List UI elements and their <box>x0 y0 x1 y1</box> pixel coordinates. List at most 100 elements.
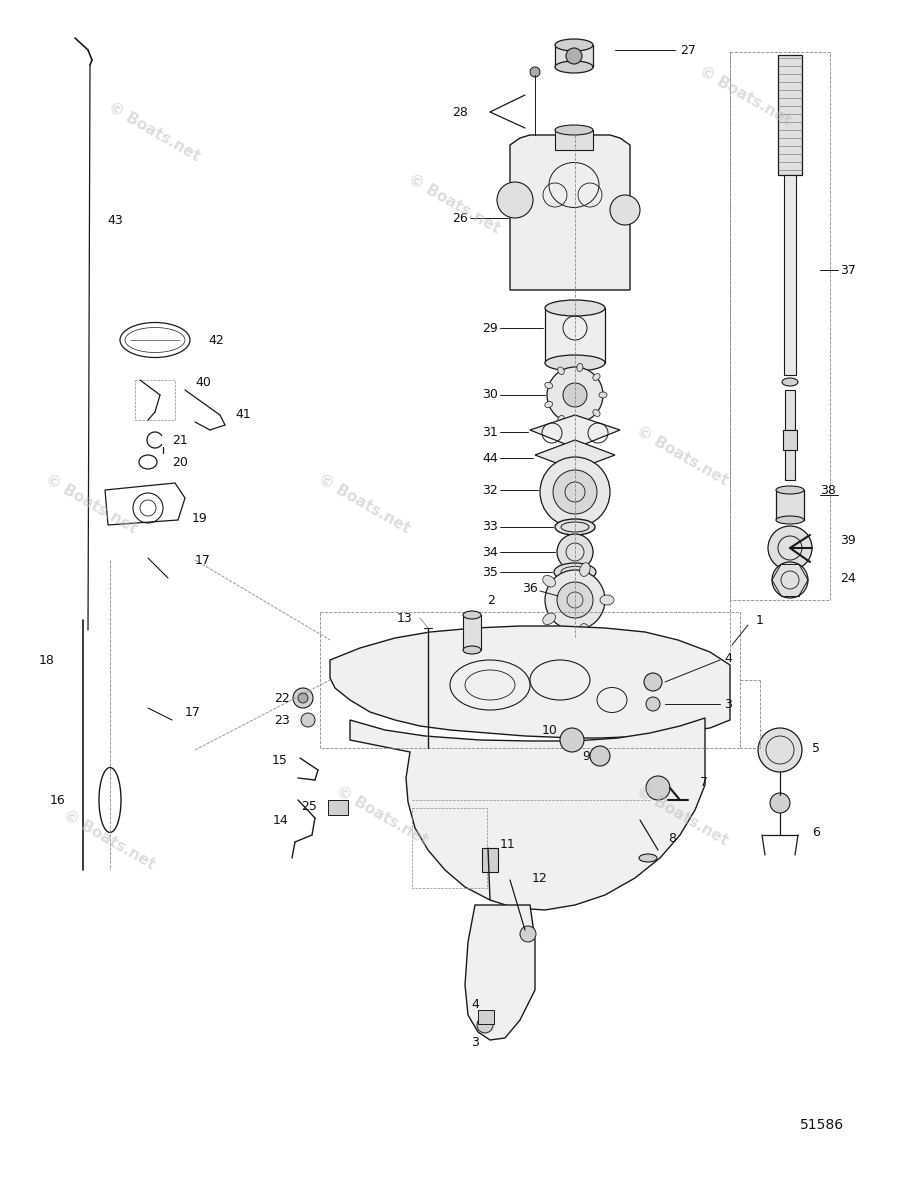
Circle shape <box>547 367 603 422</box>
Ellipse shape <box>544 383 553 389</box>
Circle shape <box>770 793 790 814</box>
Text: 31: 31 <box>483 426 498 438</box>
Bar <box>478 1010 494 1024</box>
Text: © Boats.net: © Boats.net <box>697 64 794 128</box>
Circle shape <box>497 182 533 218</box>
Text: 43: 43 <box>107 214 123 227</box>
Ellipse shape <box>545 355 605 371</box>
Ellipse shape <box>555 518 595 535</box>
Bar <box>412 808 487 888</box>
Ellipse shape <box>558 415 564 424</box>
Polygon shape <box>330 626 730 738</box>
Bar <box>555 130 593 150</box>
Text: 9: 9 <box>582 750 590 762</box>
Ellipse shape <box>577 364 583 371</box>
Text: 27: 27 <box>680 43 696 56</box>
Text: 17: 17 <box>195 553 211 566</box>
Ellipse shape <box>555 125 593 134</box>
Text: 35: 35 <box>482 565 498 578</box>
Bar <box>776 490 804 520</box>
Ellipse shape <box>599 392 607 398</box>
Text: 42: 42 <box>208 334 224 347</box>
Bar <box>785 390 795 430</box>
Text: 3: 3 <box>471 1036 479 1049</box>
Ellipse shape <box>463 646 481 654</box>
Circle shape <box>540 457 610 527</box>
Bar <box>783 430 797 450</box>
Circle shape <box>553 470 597 514</box>
Text: 16: 16 <box>49 793 65 806</box>
Polygon shape <box>535 440 615 470</box>
Circle shape <box>768 526 812 570</box>
Circle shape <box>477 1018 493 1033</box>
Bar <box>545 308 605 362</box>
Text: 4: 4 <box>471 998 479 1012</box>
Text: 24: 24 <box>840 571 855 584</box>
Text: 34: 34 <box>483 546 498 558</box>
Circle shape <box>298 692 308 703</box>
Text: 37: 37 <box>840 264 856 276</box>
Bar <box>555 44 593 67</box>
Ellipse shape <box>463 611 481 619</box>
Text: 10: 10 <box>542 724 558 737</box>
Text: 11: 11 <box>500 838 515 851</box>
Ellipse shape <box>555 38 593 50</box>
Ellipse shape <box>577 419 583 426</box>
Text: 23: 23 <box>275 714 290 726</box>
Ellipse shape <box>543 576 555 587</box>
Bar <box>482 848 498 872</box>
Text: 28: 28 <box>452 106 468 119</box>
Circle shape <box>758 728 802 772</box>
Circle shape <box>530 67 540 77</box>
Circle shape <box>560 728 584 752</box>
Text: 7: 7 <box>700 775 708 788</box>
Polygon shape <box>465 905 535 1040</box>
Ellipse shape <box>580 624 590 637</box>
Circle shape <box>646 776 670 800</box>
Ellipse shape <box>580 563 590 576</box>
Ellipse shape <box>558 367 564 374</box>
Text: © Boats.net: © Boats.net <box>43 472 139 536</box>
Ellipse shape <box>593 373 600 380</box>
Text: 17: 17 <box>185 706 201 719</box>
Text: 21: 21 <box>172 433 188 446</box>
Text: 20: 20 <box>172 456 188 468</box>
Text: © Boats.net: © Boats.net <box>634 424 730 488</box>
Text: 40: 40 <box>195 376 211 389</box>
Text: © Boats.net: © Boats.net <box>634 784 730 848</box>
Polygon shape <box>510 134 630 290</box>
Text: 36: 36 <box>523 582 538 594</box>
Text: 38: 38 <box>820 484 836 497</box>
Text: 33: 33 <box>483 521 498 534</box>
Text: 19: 19 <box>192 511 208 524</box>
Ellipse shape <box>782 378 798 386</box>
Text: 29: 29 <box>483 322 498 335</box>
Text: 6: 6 <box>812 826 820 839</box>
Circle shape <box>566 48 582 64</box>
Text: © Boats.net: © Boats.net <box>106 100 203 164</box>
Ellipse shape <box>545 300 605 316</box>
Text: 1: 1 <box>756 613 764 626</box>
Ellipse shape <box>639 854 657 862</box>
Polygon shape <box>530 415 620 448</box>
Ellipse shape <box>776 486 804 494</box>
Text: 22: 22 <box>275 691 290 704</box>
Bar <box>328 800 348 815</box>
Circle shape <box>545 570 605 630</box>
Circle shape <box>772 562 808 598</box>
Text: 30: 30 <box>482 389 498 402</box>
Text: © Boats.net: © Boats.net <box>315 472 412 536</box>
Text: 12: 12 <box>532 871 548 884</box>
Text: 32: 32 <box>483 484 498 497</box>
Bar <box>778 55 802 175</box>
Ellipse shape <box>554 563 596 581</box>
Circle shape <box>520 926 536 942</box>
Text: © Boats.net: © Boats.net <box>334 784 430 848</box>
Circle shape <box>644 673 662 691</box>
Circle shape <box>590 746 610 766</box>
Text: 39: 39 <box>840 534 855 546</box>
Text: 13: 13 <box>396 612 412 624</box>
Bar <box>463 614 481 650</box>
Ellipse shape <box>593 409 600 416</box>
Polygon shape <box>350 718 705 910</box>
